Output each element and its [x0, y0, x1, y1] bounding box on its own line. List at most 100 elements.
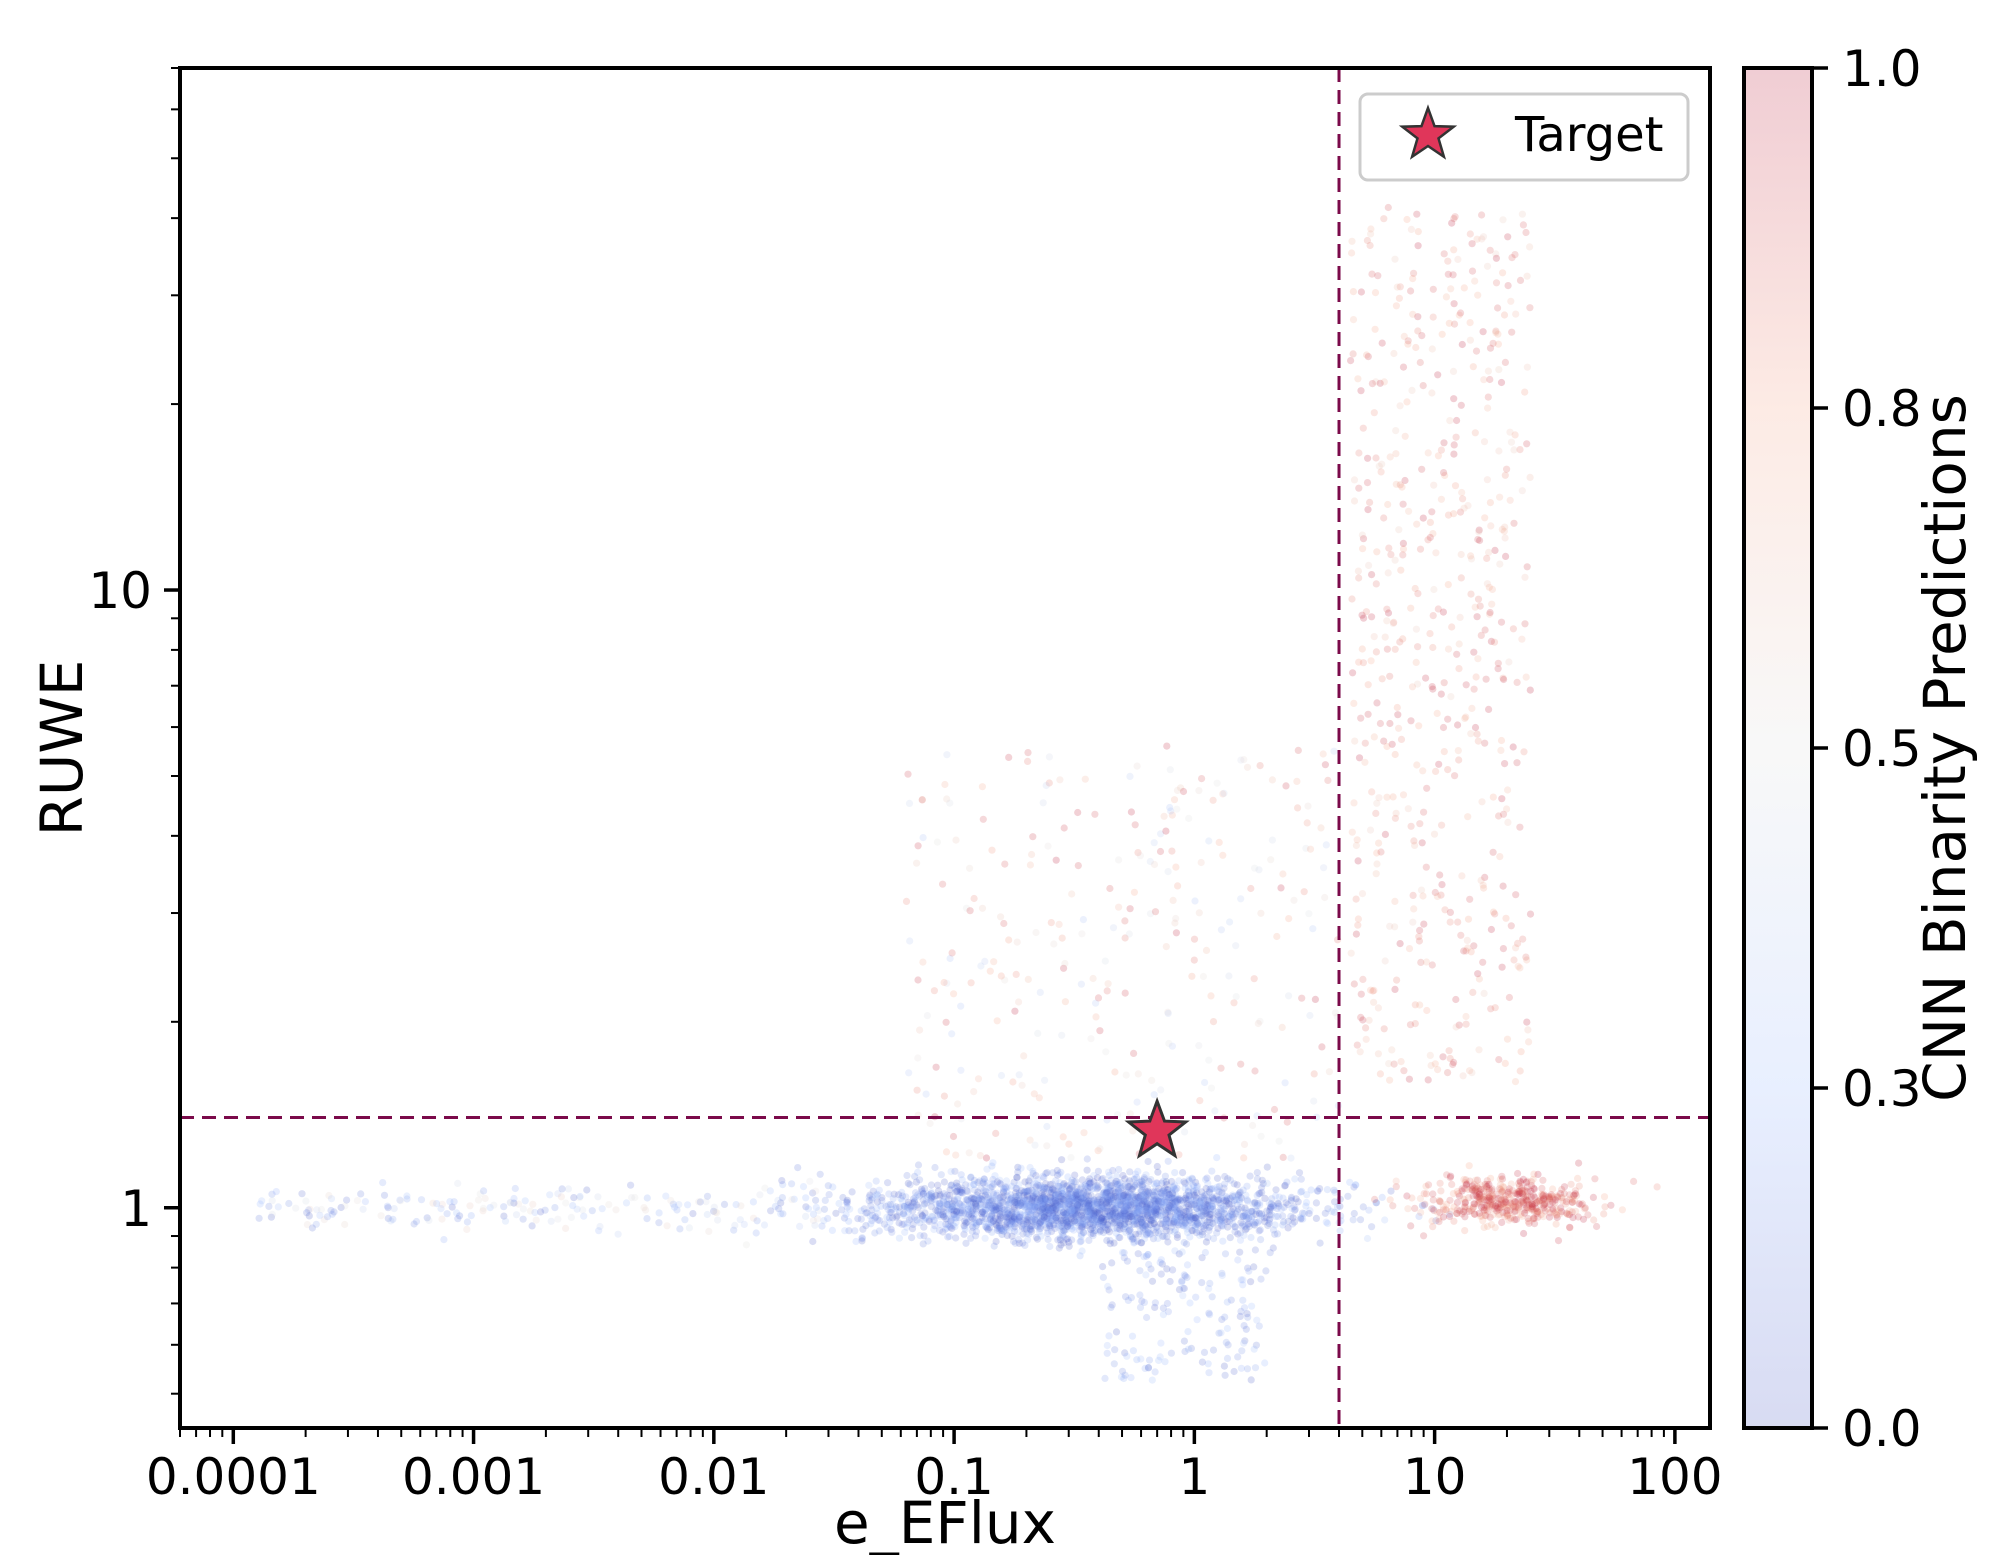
scatter-point	[1413, 520, 1421, 528]
scatter-point	[1083, 1213, 1091, 1221]
scatter-point	[1093, 1214, 1101, 1222]
scatter-point	[454, 1179, 462, 1187]
scatter-point	[1106, 1195, 1114, 1203]
scatter-point	[1097, 1214, 1105, 1222]
scatter-point	[1305, 1209, 1313, 1218]
colorbar-tick-label: 0.5	[1842, 720, 1922, 778]
scatter-point	[1119, 1192, 1128, 1200]
scatter-point	[978, 1208, 986, 1216]
scatter-point	[1141, 1214, 1149, 1222]
scatter-point	[1008, 1209, 1016, 1217]
scatter-point	[1074, 1192, 1082, 1201]
scatter-point	[1139, 1224, 1147, 1232]
scatter-point	[1158, 1198, 1166, 1207]
scatter-point	[903, 1223, 911, 1231]
scatter-point	[967, 1200, 975, 1208]
scatter-point	[1037, 1201, 1045, 1209]
scatter-point	[990, 958, 998, 966]
scatter-point	[1370, 733, 1378, 741]
scatter-point	[1105, 1168, 1113, 1176]
scatter-point	[1046, 1212, 1055, 1220]
scatter-point	[930, 1195, 939, 1203]
scatter-point	[1079, 1208, 1087, 1216]
scatter-point	[1122, 1202, 1130, 1210]
scatter-point	[969, 1194, 977, 1202]
scatter-point	[970, 894, 978, 903]
scatter-point	[1006, 1196, 1015, 1204]
scatter-point	[1117, 1201, 1126, 1209]
scatter-point	[643, 1194, 651, 1202]
scatter-point	[1120, 1208, 1128, 1216]
scatter-point	[1429, 1205, 1437, 1213]
scatter-point	[1346, 1178, 1354, 1186]
scatter-point	[1311, 995, 1319, 1004]
scatter-point	[1067, 1215, 1075, 1223]
scatter-point	[1520, 748, 1528, 756]
scatter-point	[1121, 1204, 1129, 1212]
scatter-point	[1205, 1056, 1213, 1064]
scatter-point	[1250, 1345, 1258, 1353]
scatter-point	[1058, 1192, 1066, 1200]
scatter-point	[1452, 433, 1460, 441]
scatter-point	[1029, 833, 1037, 841]
scatter-point	[1247, 1376, 1255, 1384]
scatter-point	[1085, 1201, 1093, 1209]
scatter-point	[1047, 1196, 1055, 1204]
scatter-point	[920, 1223, 928, 1231]
scatter-point	[1446, 918, 1454, 926]
scatter-point	[1208, 1192, 1216, 1200]
scatter-point	[1116, 1189, 1124, 1197]
scatter-point	[1043, 1230, 1052, 1238]
scatter-point	[1186, 1216, 1194, 1224]
scatter-point	[1195, 1209, 1204, 1218]
scatter-point	[866, 1212, 874, 1220]
scatter-point	[1197, 1203, 1205, 1211]
scatter-point	[1306, 1207, 1314, 1215]
scatter-point	[1139, 1181, 1147, 1189]
scatter-point	[957, 1206, 965, 1214]
scatter-point	[1255, 1227, 1263, 1235]
scatter-point	[1463, 1180, 1471, 1188]
scatter-point	[1495, 1056, 1503, 1064]
scatter-point	[858, 1234, 866, 1242]
scatter-point	[1062, 1217, 1070, 1225]
scatter-point	[1015, 1239, 1023, 1247]
scatter-point	[1163, 1265, 1171, 1273]
scatter-point	[945, 1195, 953, 1203]
scatter-point	[1161, 1222, 1169, 1230]
scatter-point	[1191, 1200, 1199, 1209]
scatter-point	[952, 1234, 960, 1242]
scatter-point	[1306, 845, 1315, 853]
scatter-point	[1120, 1193, 1128, 1201]
scatter-point	[1242, 1215, 1251, 1224]
scatter-point	[1126, 1210, 1135, 1218]
scatter-point	[956, 1188, 964, 1196]
scatter-point	[946, 1191, 954, 1200]
scatter-point	[1167, 1349, 1175, 1357]
scatter-point	[930, 1217, 938, 1225]
scatter-point	[832, 1209, 840, 1217]
scatter-point	[1600, 1210, 1608, 1218]
scatter-point	[1056, 1197, 1064, 1205]
scatter-point	[1084, 1200, 1093, 1208]
scatter-point	[972, 1219, 980, 1227]
scatter-point	[1060, 1219, 1068, 1227]
scatter-point	[1028, 850, 1036, 859]
scatter-point	[1218, 1222, 1226, 1230]
scatter-point	[767, 1207, 775, 1215]
scatter-point	[1481, 514, 1489, 522]
scatter-point	[1178, 1248, 1186, 1256]
scatter-point	[1502, 552, 1510, 561]
scatter-point	[1507, 297, 1515, 305]
scatter-point	[1397, 1058, 1405, 1066]
scatter-point	[696, 1198, 704, 1206]
scatter-point	[1123, 1214, 1131, 1222]
scatter-point	[962, 1219, 970, 1227]
scatter-point	[1085, 1218, 1093, 1226]
scatter-point	[1133, 1174, 1141, 1182]
scatter-point	[1102, 1215, 1110, 1223]
scatter-point	[1048, 1216, 1056, 1225]
scatter-point	[1239, 1281, 1247, 1289]
scatter-point	[1139, 1203, 1147, 1211]
scatter-point	[1193, 1220, 1201, 1228]
